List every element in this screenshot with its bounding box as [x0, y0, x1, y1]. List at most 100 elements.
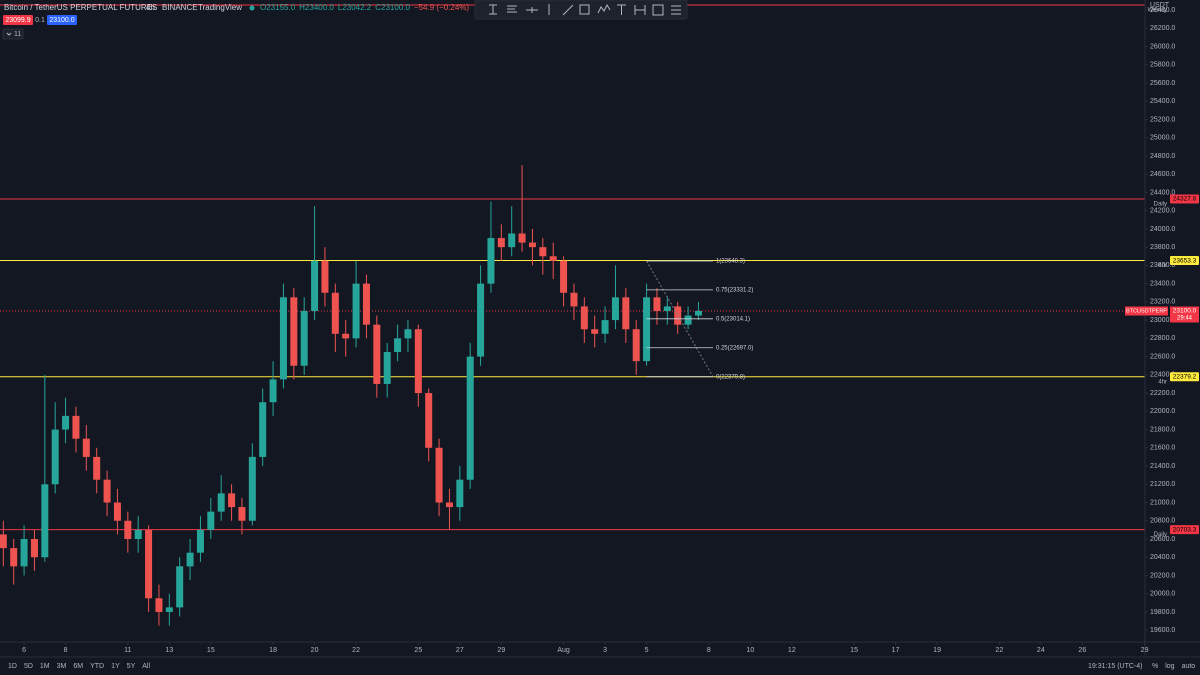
candle-body [165, 607, 173, 612]
y-tick-label: 24200.0 [1150, 208, 1175, 215]
tool-lines[interactable] [507, 5, 517, 13]
range-button[interactable]: 1D [8, 663, 17, 670]
candle-body [528, 242, 536, 248]
y-tick-label: 22800.0 [1150, 335, 1175, 342]
candle-body [342, 333, 350, 339]
source: TradingView [198, 3, 242, 12]
range-button[interactable]: 5D [24, 663, 33, 670]
x-tick-label: 29 [497, 647, 505, 654]
candle-body [684, 315, 692, 325]
candle-body [238, 507, 246, 521]
range-button[interactable]: 3M [57, 663, 67, 670]
candle-body [311, 260, 319, 311]
y-tick-label: 23200.0 [1150, 299, 1175, 306]
level-label: Daily [1154, 202, 1167, 208]
candle-body [10, 548, 18, 567]
tool-trend[interactable] [562, 4, 574, 16]
x-tick-label: 24 [1037, 647, 1045, 654]
tool-path[interactable] [597, 3, 611, 14]
tool-text[interactable] [617, 4, 626, 15]
y-tick-label: 20000.0 [1150, 591, 1175, 598]
ask-box[interactable] [47, 15, 77, 25]
candle-body [549, 256, 557, 261]
y-tick-label: 25600.0 [1150, 80, 1175, 87]
level-label: Weekly [1147, 8, 1167, 14]
range-button[interactable]: 1M [40, 663, 50, 670]
y-tick-label: 22400.0 [1150, 372, 1175, 379]
scale-option[interactable]: log [1165, 663, 1174, 670]
scale-option[interactable]: auto [1182, 663, 1196, 670]
candle-body [196, 529, 204, 553]
countdown: 29:44 [1177, 316, 1193, 322]
candle-body [176, 566, 184, 608]
range-button[interactable]: 6M [73, 663, 83, 670]
fib-label: 0.5(23014.1) [716, 316, 750, 322]
tool-rect[interactable] [579, 4, 590, 15]
bid-box[interactable] [3, 15, 33, 25]
x-tick-label: 15 [207, 647, 215, 654]
ohlc-value: C23100.0 [375, 3, 410, 12]
ohlc-value: O23155.0 [260, 3, 296, 12]
candle-body [425, 393, 433, 448]
x-tick-label: 10 [746, 647, 754, 654]
candle-body [373, 324, 381, 384]
range-button[interactable]: 5Y [127, 663, 136, 670]
range-button[interactable]: All [142, 663, 150, 670]
candle-body [134, 529, 142, 539]
candle-body [383, 352, 391, 384]
y-tick-label: 21600.0 [1150, 445, 1175, 452]
spread: 0.1 [35, 17, 45, 24]
status-dot [249, 5, 255, 11]
y-tick-label: 25400.0 [1150, 98, 1175, 105]
exchange: BINANCE [162, 3, 198, 12]
fib-label: 0.75(23331.2) [716, 287, 753, 293]
x-tick-label: 29 [1141, 647, 1149, 654]
price-tag [1170, 372, 1199, 382]
tool-hline[interactable] [526, 7, 538, 13]
tool-more[interactable] [671, 5, 681, 15]
candle-body [414, 329, 422, 394]
candle-body [228, 493, 236, 508]
indicator-count: 11 [14, 31, 21, 38]
candle-body [477, 283, 485, 357]
range-button[interactable]: YTD [90, 663, 104, 670]
y-tick-label: 21200.0 [1150, 481, 1175, 488]
candle-body [300, 310, 308, 366]
tool-cursor[interactable] [489, 4, 497, 15]
candle-body [435, 447, 443, 503]
y-tick-label: 19800.0 [1150, 609, 1175, 616]
y-tick-label: 22200.0 [1150, 390, 1175, 397]
y-tick-label: 22000.0 [1150, 408, 1175, 415]
price-tag-label: 22379.2 [1173, 373, 1197, 380]
candle-body [404, 329, 412, 339]
candle-body [51, 429, 59, 485]
price-tag-label: 20703.3 [1173, 526, 1197, 533]
candle-body [539, 247, 547, 257]
candle-body [580, 306, 588, 330]
toolbar-bg [474, 0, 688, 20]
tool-measure[interactable] [634, 5, 646, 15]
candle-body [82, 438, 90, 457]
y-tick-label: 21000.0 [1150, 499, 1175, 506]
range-button[interactable]: 1Y [111, 663, 120, 670]
candle-body [445, 502, 453, 508]
tool-fib[interactable] [652, 4, 664, 16]
candle-body [30, 538, 38, 558]
indicators-toggle[interactable] [2, 28, 24, 40]
ohlc-value: −54.9 (−0.24%) [414, 3, 469, 12]
x-tick-label: 3 [603, 647, 607, 654]
candle-body [632, 329, 640, 362]
plot-area: 1(23648.3) 0.75(23331.2) 0.5(23014.1) 0.25(… [0, 4, 1145, 626]
y-tick-label: 25000.0 [1150, 135, 1175, 142]
scale-option[interactable]: % [1152, 663, 1158, 670]
symbol-tag-label: BTCUSDTPERP [1126, 308, 1167, 314]
candle-body [622, 297, 630, 330]
x-tick-label: 6 [22, 647, 26, 654]
candle-body [290, 297, 298, 366]
y-tick-label: 24400.0 [1150, 189, 1175, 196]
currency[interactable]: USDT [1150, 2, 1170, 9]
y-tick-label: 24600.0 [1150, 171, 1175, 178]
candle-body [279, 297, 287, 380]
y-tick-label: 22600.0 [1150, 353, 1175, 360]
y-tick-label: 20600.0 [1150, 536, 1175, 543]
